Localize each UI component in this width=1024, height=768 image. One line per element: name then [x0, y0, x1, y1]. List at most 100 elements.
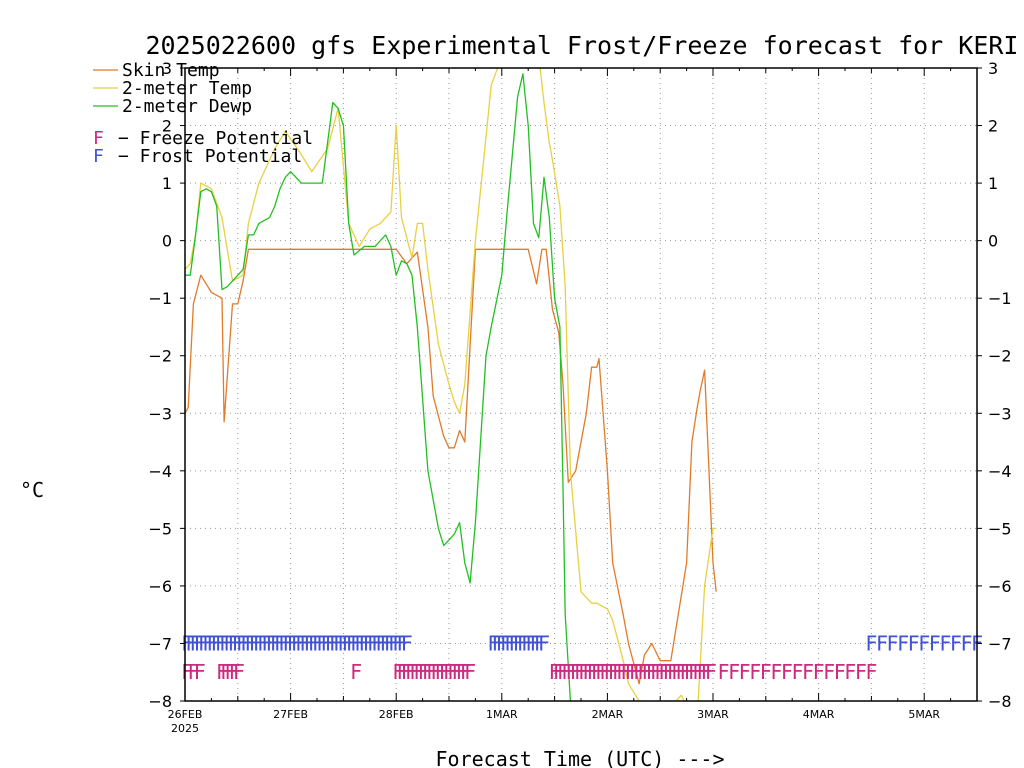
y-tick-label-right: −4	[988, 462, 1012, 481]
freeze-flag-marker: F	[813, 660, 825, 684]
freeze-flag-marker: F	[760, 660, 772, 684]
freeze-flag-marker: F	[658, 660, 670, 684]
freeze-flag-marker: F	[181, 660, 193, 684]
freeze-flag-marker: F	[409, 660, 421, 684]
frost-flag-marker: F	[333, 631, 345, 655]
freeze-flag-marker: F	[194, 660, 206, 684]
freeze-flag-marker: F	[749, 660, 761, 684]
freeze-flag-marker: F	[675, 660, 687, 684]
freeze-flag-marker: F	[620, 660, 632, 684]
freeze-flag-marker: F	[625, 660, 637, 684]
freeze-flag-marker: F	[718, 660, 730, 684]
freeze-flag-marker: F	[701, 660, 713, 684]
freeze-flag-marker: F	[667, 660, 679, 684]
freeze-flag-marker: F	[599, 660, 611, 684]
freeze-flag-marker: F	[680, 660, 692, 684]
freeze-flag-marker: F	[187, 660, 199, 684]
frost-flag-marker: F	[487, 631, 499, 655]
y-tick-label-right: 2	[988, 117, 998, 136]
y-tick-label-right: −7	[988, 634, 1012, 653]
x-tick-label: 1MAR	[486, 708, 518, 721]
frost-flag-marker: F	[194, 631, 206, 655]
frost-flag-marker: F	[960, 631, 972, 655]
freeze-flag-marker: F	[633, 660, 645, 684]
frost-flag-marker: F	[211, 631, 223, 655]
frost-flag-marker: F	[530, 631, 542, 655]
frost-flag-marker: F	[380, 631, 392, 655]
y-tick-label: −6	[148, 577, 172, 596]
freeze-flag-marker: F	[561, 660, 573, 684]
frost-flag-marker: F	[363, 631, 375, 655]
freeze-flag-marker: F	[705, 660, 717, 684]
freeze-flag-marker: F	[595, 660, 607, 684]
freeze-flag-marker: F	[654, 660, 666, 684]
y-tick-label-right: −6	[988, 577, 1012, 596]
y-tick-label-right: 1	[988, 174, 998, 193]
frost-flag-marker: F	[249, 631, 261, 655]
x-tick-label: 3MAR	[697, 708, 729, 721]
x-tick-label: 4MAR	[803, 708, 835, 721]
freeze-flag-marker: F	[397, 660, 409, 684]
frost-flag-marker: F	[367, 631, 379, 655]
frost-flag-marker: F	[876, 631, 888, 655]
freeze-flag-marker: F	[401, 660, 413, 684]
plot-frame	[184, 67, 978, 702]
legend-flag-glyph: F	[93, 128, 104, 149]
freeze-flag-marker: F	[802, 660, 814, 684]
freeze-flag-marker: F	[696, 660, 708, 684]
freeze-flag-marker: F	[671, 660, 683, 684]
frost-flag-marker: F	[295, 631, 307, 655]
freeze-flag-marker: F	[422, 660, 434, 684]
freeze-flag-marker: F	[464, 660, 476, 684]
frost-flag-marker: F	[929, 631, 941, 655]
frost-flag-marker: F	[215, 631, 227, 655]
frost-flag-marker: F	[492, 631, 504, 655]
freeze-flag-marker: F	[456, 660, 468, 684]
freeze-flag-marker: F	[229, 660, 241, 684]
freeze-flag-marker: F	[582, 660, 594, 684]
series-line-2-meter-temp	[185, 68, 717, 701]
frost-flag-marker: F	[918, 631, 930, 655]
freeze-flag-marker: F	[688, 660, 700, 684]
freeze-flag-marker: F	[692, 660, 704, 684]
freeze-flag-marker: F	[443, 660, 455, 684]
freeze-flag-marker: F	[781, 660, 793, 684]
freeze-flag-marker: F	[739, 660, 751, 684]
y-tick-label: 0	[162, 232, 172, 251]
y-tick-label-right: −8	[988, 692, 1012, 711]
frost-flag-marker: F	[240, 631, 252, 655]
x-tick-label: 2MAR	[592, 708, 624, 721]
freeze-flag-marker: F	[435, 660, 447, 684]
frost-flag-marker: F	[325, 631, 337, 655]
axes: 3 3 2 2 1 1 0 0 −1 −1 −2 −2 −3 −3 −4 −4 −5 −5 −6 −6 −7 −7 −8 −8…	[148, 59, 1011, 735]
frost-flag-marker: F	[316, 631, 328, 655]
frost-flag-marker: F	[206, 631, 218, 655]
frost-flag-marker: F	[388, 631, 400, 655]
y-tick-label: −5	[148, 519, 172, 538]
x-tick-label: 27FEB	[273, 708, 308, 721]
frost-flag-marker: F	[190, 631, 202, 655]
frost-flag-marker: F	[202, 631, 214, 655]
frost-flag-marker: F	[185, 631, 197, 655]
frost-flag-marker: F	[266, 631, 278, 655]
freeze-flag-marker: F	[439, 660, 451, 684]
y-tick-label: −4	[148, 462, 172, 481]
freeze-flag-marker: F	[570, 660, 582, 684]
frost-flag-marker: F	[198, 631, 210, 655]
frost-flag-marker: F	[219, 631, 231, 655]
frost-flag-marker: F	[270, 631, 282, 655]
freeze-flag-marker: F	[587, 660, 599, 684]
legend-flag-glyph: F	[93, 146, 104, 167]
freeze-flag-marker: F	[574, 660, 586, 684]
frost-flag-marker: F	[304, 631, 316, 655]
grid	[185, 68, 977, 701]
frost-flag-marker: F	[950, 631, 962, 655]
frost-flag-marker: F	[236, 631, 248, 655]
freeze-flag-marker: F	[604, 660, 616, 684]
freeze-flag-marker: F	[791, 660, 803, 684]
freeze-flag-marker: F	[616, 660, 628, 684]
series-line-2-meter-dewp	[185, 73, 572, 701]
y-tick-label: 1	[162, 174, 172, 193]
frost-flag-marker: F	[274, 631, 286, 655]
freeze-flag-marker: F	[557, 660, 569, 684]
